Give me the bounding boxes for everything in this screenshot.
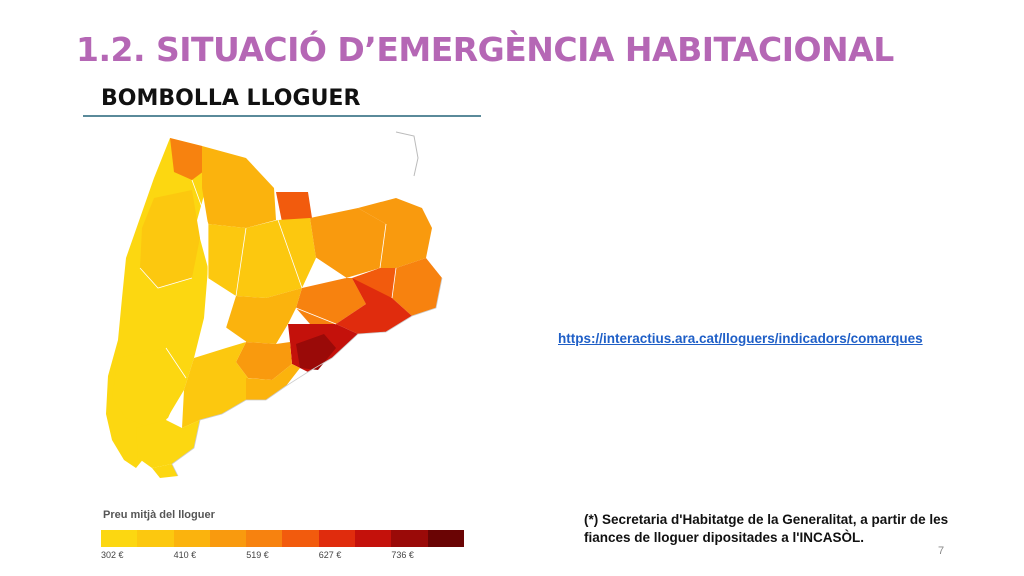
region-girona-north	[358, 198, 432, 268]
region-val-aran	[170, 138, 208, 180]
legend-tick-label: 410 €	[173, 550, 197, 560]
legend-swatch	[209, 530, 247, 547]
region-delta	[152, 464, 178, 478]
map-legend: Preu mitjà del lloguer 302 € 410 € 519 € 62…	[101, 509, 466, 565]
legend-color-bar	[101, 530, 464, 547]
slide-subtitle: BOMBOLLA LLOGUER	[101, 86, 361, 111]
legend-tick-label: 519 €	[246, 550, 269, 560]
region-anoia	[226, 288, 302, 344]
legend-swatch	[137, 530, 174, 547]
region-tarragona-coast	[246, 364, 300, 400]
legend-swatch	[282, 530, 319, 547]
legend-swatch	[391, 530, 428, 547]
legend-swatch	[355, 530, 392, 547]
legend-swatch	[246, 530, 283, 547]
legend-tick-label: 302 €	[101, 550, 124, 560]
border-line	[395, 131, 419, 177]
legend-swatch	[427, 530, 464, 547]
region-pyrenees	[202, 146, 276, 228]
coastline	[171, 277, 443, 477]
slide-title: 1.2. SITUACIÓ D’EMERGÈNCIA HABITACIONAL	[76, 30, 894, 69]
region-valles	[296, 278, 366, 324]
legend-swatch	[173, 530, 210, 547]
page-number: 7	[938, 545, 945, 557]
region-penedes	[236, 342, 292, 380]
comarca-borders	[139, 179, 397, 379]
region-barcelona-city	[296, 334, 336, 370]
legend-swatch	[318, 530, 356, 547]
region-west-inner	[140, 190, 200, 288]
legend-tick-label: 736 €	[391, 550, 414, 560]
region-maresme	[336, 278, 412, 334]
region-centre-east	[310, 208, 386, 278]
legend-tick-label: 627 €	[318, 550, 342, 560]
legend-ticks: 302 € 410 € 519 € 627 € 736 €	[101, 550, 464, 564]
region-centre	[208, 218, 316, 298]
source-note: (*) Secretaria d'Habitatge de la General…	[584, 512, 949, 545]
region-southwest	[112, 348, 186, 428]
source-link[interactable]: https://interactius.ara.cat/lloguers/ind…	[558, 331, 923, 346]
legend-swatch	[101, 530, 138, 547]
legend-title: Preu mitjà del lloguer	[103, 509, 215, 521]
region-girona-coast	[392, 258, 442, 316]
catalonia-rent-map	[106, 131, 443, 478]
region-ebre	[136, 420, 200, 468]
title-underline	[83, 115, 481, 117]
region-tarragona	[182, 342, 248, 428]
region-cerdanya	[276, 192, 312, 222]
